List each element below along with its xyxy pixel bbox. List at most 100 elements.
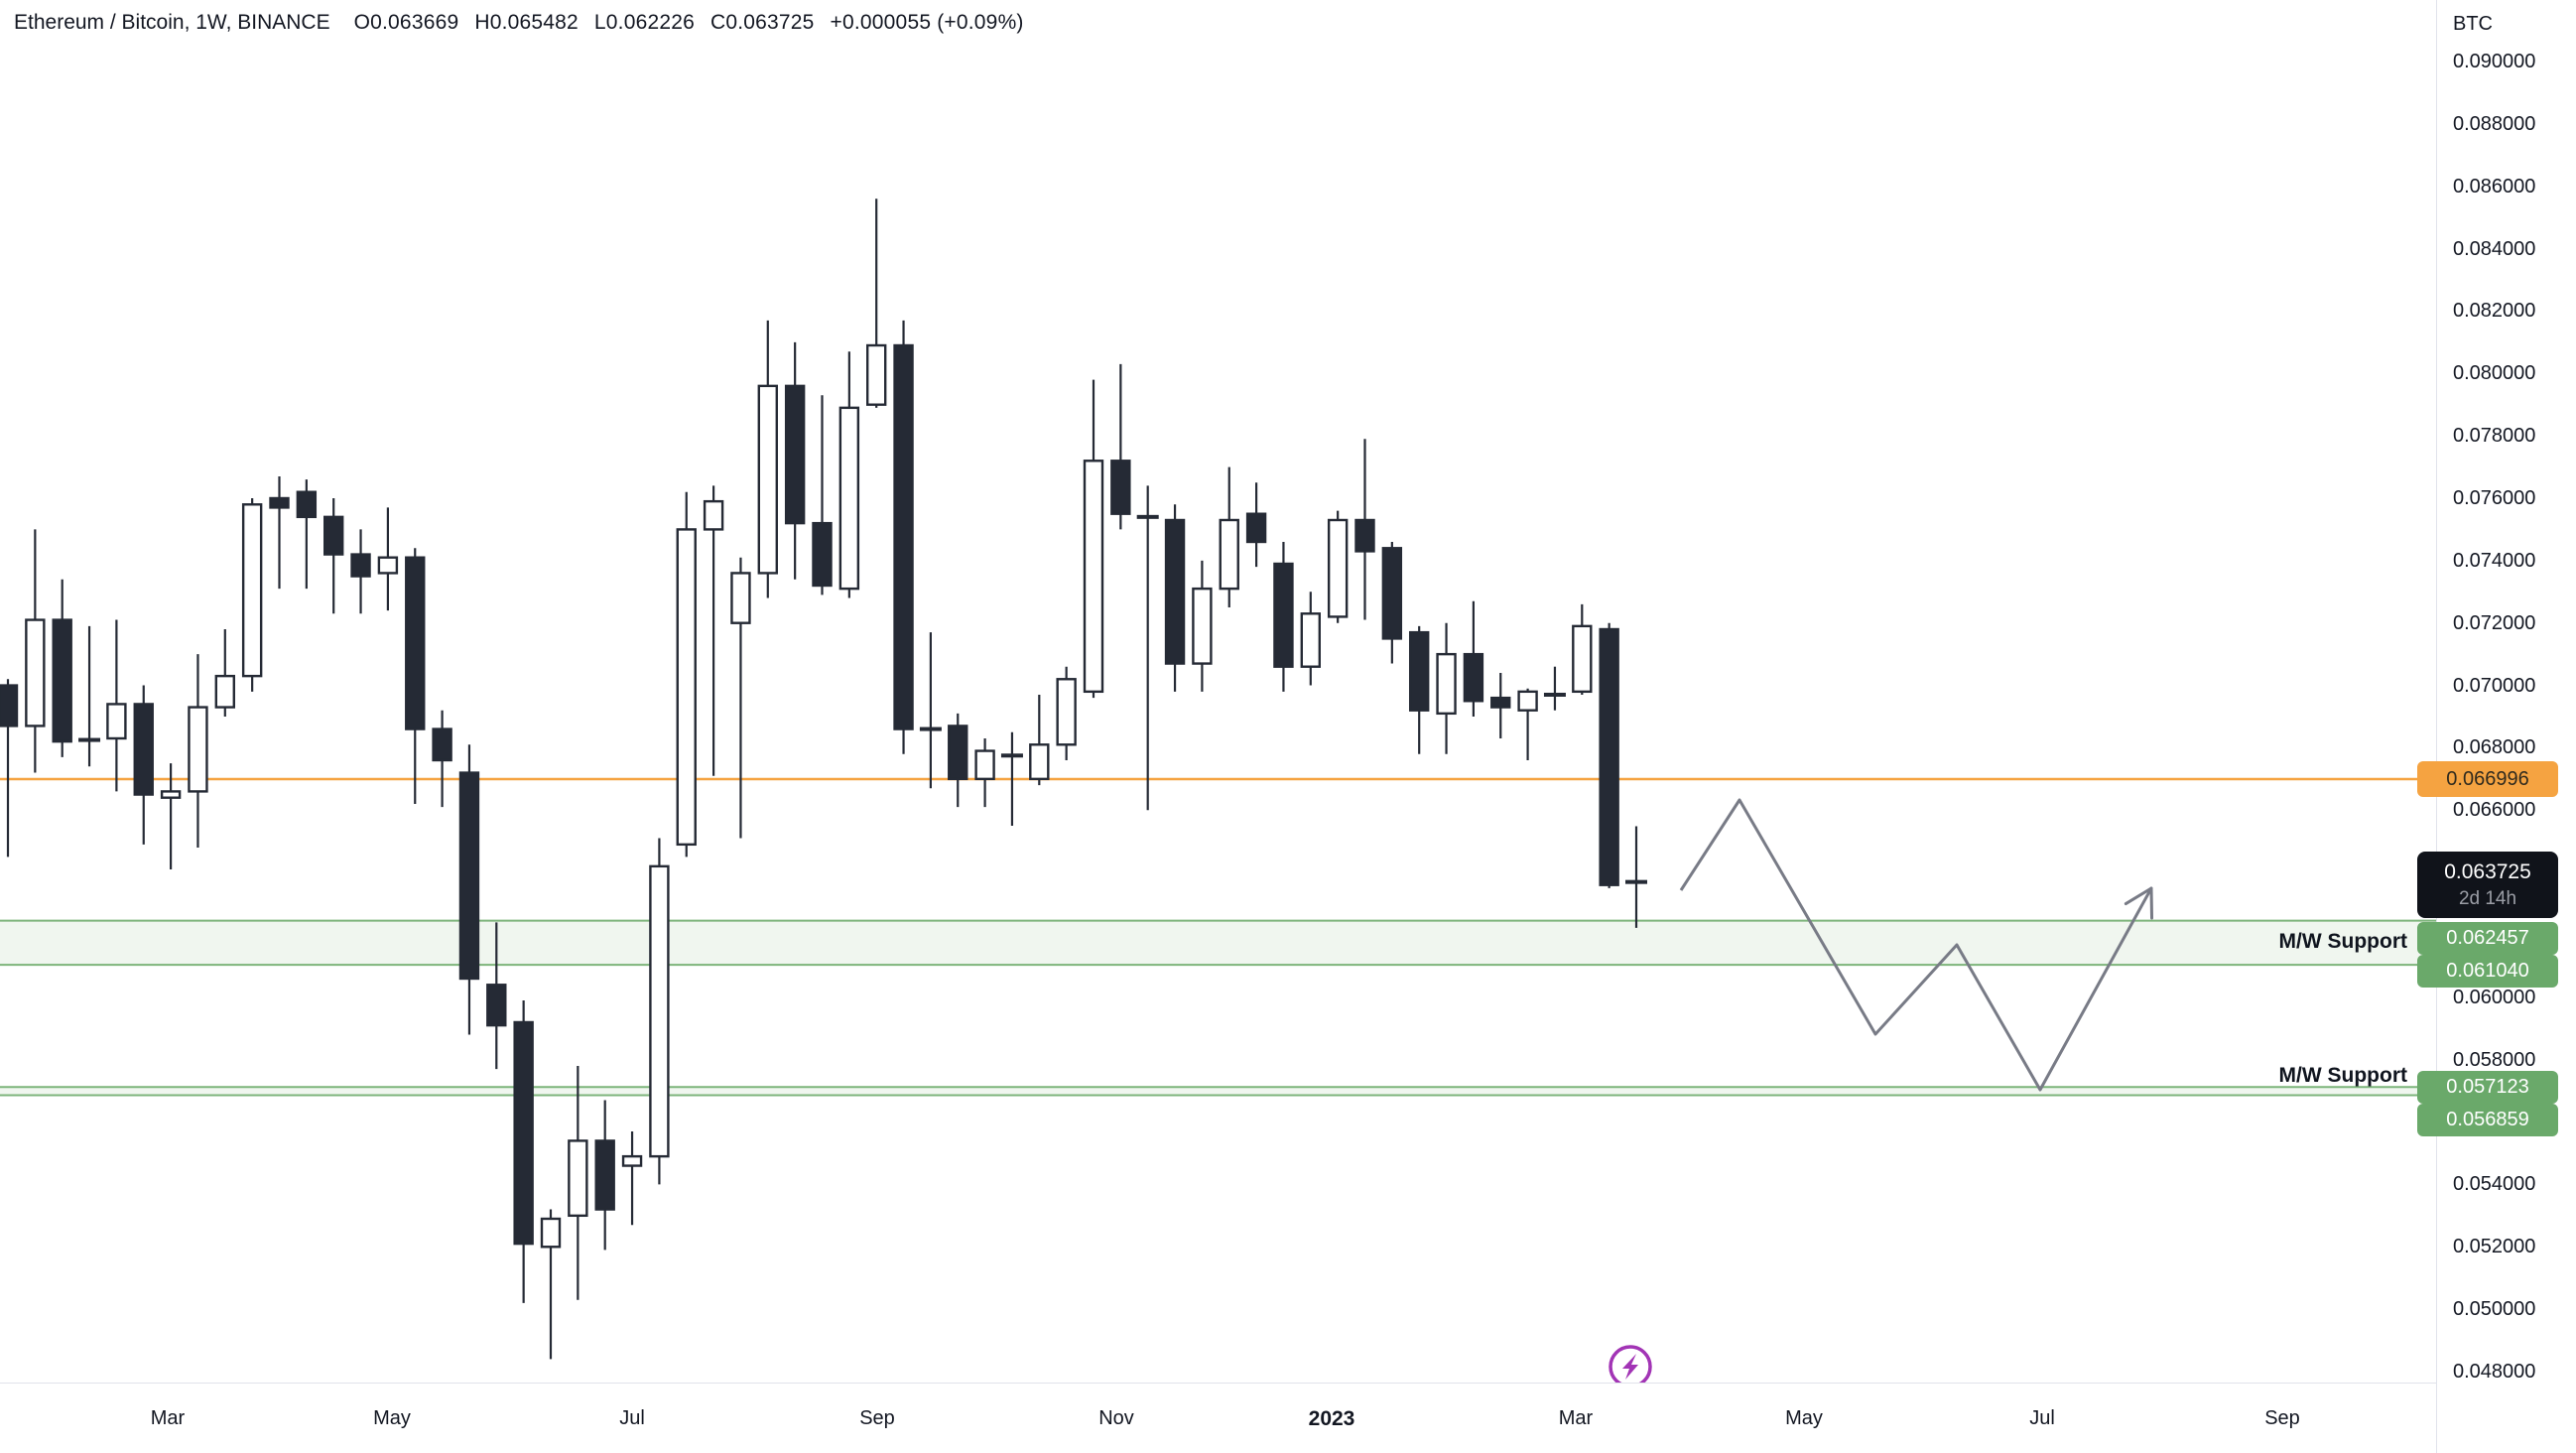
price-tick-label: 0.078000: [2453, 425, 2536, 448]
support-zone-price-label: 0.056859: [2417, 1104, 2558, 1136]
support-zone-price-label: 0.062457: [2417, 922, 2558, 955]
candle: [1219, 466, 1239, 607]
support-zone-title: M/W Support: [2278, 930, 2407, 953]
time-axis[interactable]: Mar May Jul Sep Nov 2023 Mar May Jul Sep: [0, 1383, 2576, 1453]
time-tick-label: Mar: [1558, 1407, 1594, 1429]
candle: [1164, 504, 1186, 692]
candle: [893, 320, 914, 754]
price-axis[interactable]: BTC 0.090000 0.088000 0.086000 0.084000 0.08…: [2436, 0, 2576, 1453]
time-tick-label: Sep: [859, 1407, 895, 1429]
candle: [160, 763, 182, 869]
time-tick-label: 2023: [1308, 1407, 1355, 1430]
projection-arrowhead: [2149, 886, 2154, 920]
price-tick-label: 0.074000: [2453, 549, 2536, 572]
projection-arrowhead: [2124, 886, 2153, 906]
chart-legend: Ethereum / Bitcoin, 1W, BINANCE O0.06366…: [14, 8, 1024, 38]
candle: [1599, 622, 1619, 888]
candle: [1543, 666, 1566, 711]
candle: [214, 628, 236, 717]
candle: [784, 341, 806, 580]
support-zone-price-label: 0.057123: [2417, 1071, 2558, 1104]
symbol-title[interactable]: Ethereum / Bitcoin, 1W, BINANCE: [14, 11, 330, 34]
ohlc-values: O0.063669 H0.065482 L0.062226 C0.063725 +0.0…: [354, 11, 1024, 35]
candle: [757, 320, 778, 598]
candle: [730, 557, 751, 839]
support-zone[interactable]: [0, 919, 2436, 967]
candle: [540, 1209, 562, 1360]
candle: [1572, 603, 1593, 695]
candle: [1056, 666, 1077, 760]
price-tick-label: 0.080000: [2453, 362, 2536, 385]
time-tick-label: May: [1785, 1407, 1823, 1429]
candle: [1436, 622, 1457, 754]
time-tick-label: Sep: [2264, 1407, 2300, 1429]
ohlc-token: L0.062226: [593, 11, 695, 34]
candle: [377, 507, 399, 611]
candle: [676, 491, 697, 858]
last-price-value: 0.063725: [2444, 859, 2531, 883]
axis-currency-label: BTC: [2453, 13, 2493, 35]
time-tick-label: Mar: [150, 1407, 186, 1429]
price-tick-label: 0.070000: [2453, 674, 2536, 697]
candle: [838, 351, 860, 598]
price-tick-label: 0.076000: [2453, 486, 2536, 509]
candle: [1517, 688, 1538, 760]
last-price-label: 0.063725 2d 14h: [2417, 852, 2558, 918]
candle: [1000, 731, 1023, 826]
price-tick-label: 0.082000: [2453, 300, 2536, 323]
candle: [649, 838, 670, 1185]
support-zone-title: M/W Support: [2278, 1064, 2407, 1087]
candle: [621, 1130, 643, 1226]
candle: [974, 737, 995, 808]
support-zone-price-label: 0.061040: [2417, 955, 2558, 988]
price-tick-label: 0.086000: [2453, 175, 2536, 198]
candle: [866, 198, 887, 408]
price-tick-label: 0.052000: [2453, 1236, 2536, 1258]
candle: [919, 632, 942, 789]
candle: [594, 1100, 615, 1251]
ohlc-token: O0.063669: [353, 11, 459, 34]
lightning-icon[interactable]: [1609, 1345, 1652, 1388]
candle: [25, 529, 46, 773]
candle: [1136, 485, 1159, 811]
price-tick-label: 0.050000: [2453, 1298, 2536, 1321]
price-tick-label: 0.060000: [2453, 986, 2536, 1008]
candle: [296, 479, 318, 590]
price-tick-label: 0.066000: [2453, 799, 2536, 822]
candle: [1408, 625, 1430, 754]
projection-arrow-drawing[interactable]: [1679, 798, 2153, 1092]
ohlc-token: H0.065482: [474, 11, 579, 34]
candle: [1083, 379, 1104, 699]
price-tick-label: 0.054000: [2453, 1173, 2536, 1196]
candle: [0, 679, 19, 858]
price-tick-label: 0.058000: [2453, 1048, 2536, 1071]
bar-countdown: 2d 14h: [2458, 887, 2517, 909]
candle: [432, 710, 452, 808]
price-tick-label: 0.090000: [2453, 51, 2536, 72]
price-tick-label: 0.068000: [2453, 736, 2536, 759]
price-tick-label: 0.088000: [2453, 112, 2536, 135]
candle: [1273, 541, 1294, 692]
candle: [1463, 600, 1484, 717]
orange-price-label: 0.066996: [2417, 760, 2558, 797]
ohlc-token: C0.063725: [709, 11, 815, 34]
candle: [1110, 363, 1131, 530]
candle: [78, 625, 101, 767]
candle: [1245, 482, 1267, 568]
price-tick-label: 0.072000: [2453, 611, 2536, 634]
candle: [350, 529, 371, 614]
candle: [1300, 592, 1322, 686]
support-zone[interactable]: [0, 1086, 2436, 1097]
candle: [1625, 826, 1647, 928]
time-tick-label: Nov: [1098, 1407, 1134, 1429]
time-tick-label: May: [373, 1407, 411, 1429]
candles-series: [0, 198, 1647, 1360]
candle: [513, 999, 534, 1303]
candle: [1354, 439, 1375, 620]
candle: [269, 475, 290, 590]
candle: [188, 654, 208, 848]
candle: [1029, 694, 1050, 786]
price-tick-label: 0.084000: [2453, 237, 2536, 260]
